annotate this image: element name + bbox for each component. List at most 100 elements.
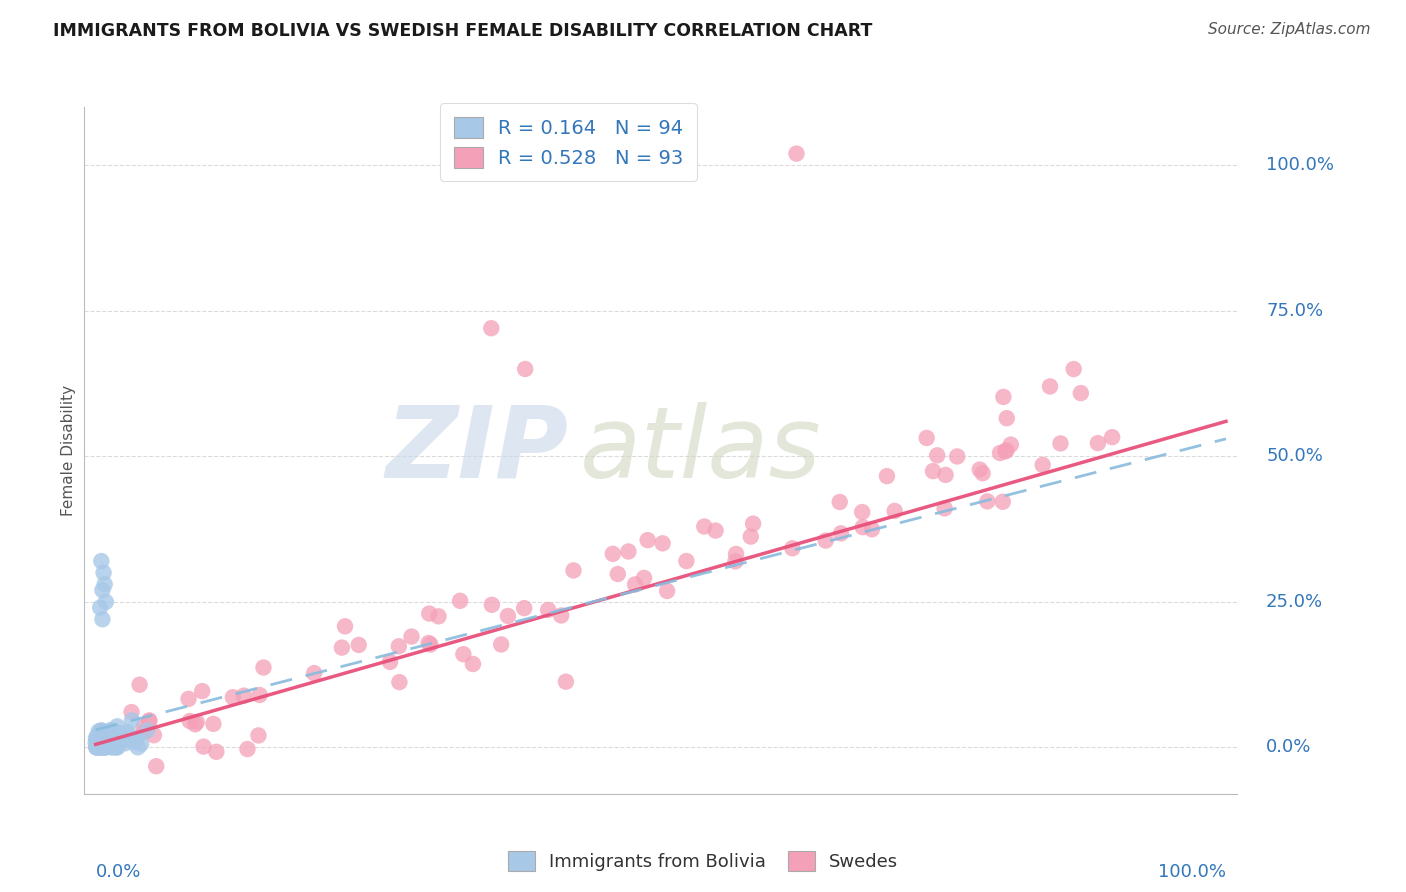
Point (105, 725, 128, 739)
Point (830, 526, 852, 541)
Text: 75.0%: 75.0% (1267, 301, 1323, 319)
Point (97, 739, 120, 753)
Point (935, 467, 957, 482)
Point (851, 505, 873, 519)
Point (651, 536, 673, 550)
Point (205, 745, 228, 759)
Point (927, 448, 949, 462)
Point (93, 566, 115, 580)
Text: IMMIGRANTS FROM BOLIVIA VS SWEDISH FEMALE DISABILITY CORRELATION CHART: IMMIGRANTS FROM BOLIVIA VS SWEDISH FEMAL… (53, 22, 873, 40)
Point (1039, 379, 1062, 393)
Point (101, 732, 124, 747)
Point (103, 731, 125, 745)
Point (121, 714, 143, 728)
Text: 50.0%: 50.0% (1267, 447, 1323, 466)
Point (87, 728, 110, 742)
Point (117, 731, 139, 745)
Text: 100.0%: 100.0% (1267, 156, 1334, 174)
Point (89, 731, 111, 745)
Point (86, 732, 108, 747)
Point (785, 146, 807, 161)
Point (90, 723, 112, 738)
Point (249, 688, 271, 702)
Point (101, 740, 124, 755)
Text: 0.0%: 0.0% (96, 863, 141, 880)
Point (86, 740, 108, 755)
Point (995, 411, 1018, 425)
Point (93, 577, 115, 591)
Point (97, 737, 120, 751)
Point (995, 443, 1018, 458)
Point (496, 609, 519, 624)
Y-axis label: Female Disability: Female Disability (60, 384, 76, 516)
Point (852, 520, 875, 534)
Point (132, 720, 155, 734)
Point (637, 533, 659, 548)
Point (1032, 458, 1054, 472)
Point (193, 739, 215, 754)
Point (993, 390, 1015, 404)
Point (105, 740, 128, 755)
Point (86, 739, 108, 753)
Point (84, 736, 107, 750)
Point (513, 601, 536, 615)
Point (136, 723, 159, 738)
Point (814, 533, 837, 548)
Point (103, 735, 125, 749)
Point (330, 640, 353, 655)
Point (90, 740, 112, 755)
Point (101, 727, 124, 741)
Text: atlas: atlas (581, 402, 821, 499)
Legend: R = 0.164   N = 94, R = 0.528   N = 93: R = 0.164 N = 94, R = 0.528 N = 93 (440, 103, 697, 181)
Point (655, 584, 678, 599)
Point (624, 577, 647, 591)
Point (86, 729, 108, 743)
Point (515, 362, 537, 376)
Point (93, 740, 115, 755)
Point (89, 739, 111, 753)
Text: 0.0%: 0.0% (1267, 739, 1312, 756)
Point (860, 522, 883, 536)
Point (876, 469, 898, 483)
Point (87, 740, 110, 755)
Point (138, 714, 160, 728)
Point (418, 636, 440, 650)
Point (122, 735, 145, 749)
Point (142, 728, 165, 742)
Point (91, 612, 114, 626)
Point (100, 731, 122, 746)
Point (740, 530, 762, 544)
Point (388, 675, 411, 690)
Point (110, 734, 132, 748)
Point (94, 734, 117, 748)
Point (461, 657, 484, 671)
Point (89, 740, 111, 755)
Point (94, 740, 117, 755)
Point (93, 740, 115, 755)
Point (537, 603, 560, 617)
Point (742, 516, 765, 531)
Point (107, 728, 129, 742)
Point (969, 462, 991, 476)
Point (93, 731, 115, 745)
Point (91, 729, 114, 743)
Point (988, 446, 1011, 460)
Point (236, 742, 259, 756)
Point (98, 739, 121, 753)
Point (93, 740, 115, 755)
Point (602, 547, 624, 561)
Point (117, 725, 139, 739)
Point (550, 608, 572, 623)
Text: Source: ZipAtlas.com: Source: ZipAtlas.com (1208, 22, 1371, 37)
Point (125, 732, 148, 747)
Point (90, 728, 112, 742)
Point (828, 495, 851, 509)
Point (91, 738, 114, 752)
Point (114, 736, 136, 750)
Point (87, 733, 110, 747)
Point (91, 736, 114, 750)
Point (232, 689, 254, 703)
Point (489, 637, 512, 651)
Point (1070, 386, 1092, 401)
Point (883, 504, 905, 518)
